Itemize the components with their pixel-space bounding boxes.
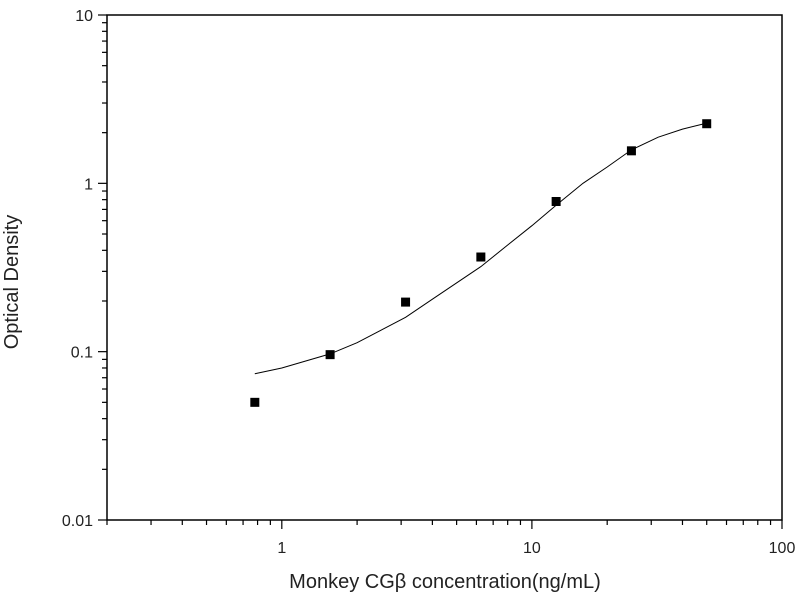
y-tick-label: 1	[84, 176, 93, 193]
y-tick-label: 0.1	[71, 345, 93, 362]
x-tick-label: 1	[277, 540, 286, 557]
y-tick-label: 10	[75, 8, 93, 25]
y-tick-label: 0.01	[62, 513, 93, 530]
data-point	[476, 252, 486, 262]
data-points	[250, 119, 712, 407]
axis-tick-labels: 1 10 100 0.01 0.1 1 10	[62, 8, 796, 557]
x-tick-label: 10	[523, 540, 541, 557]
axis-ticks	[98, 14, 783, 529]
data-point	[250, 397, 260, 407]
plot-frame	[106, 14, 783, 521]
data-point	[702, 119, 712, 129]
x-axis-label: Monkey CGβ concentration(ng/mL)	[289, 571, 601, 593]
data-point	[401, 297, 411, 307]
data-point	[551, 196, 561, 206]
x-tick-label: 100	[769, 540, 796, 557]
data-point	[325, 350, 335, 360]
data-point	[626, 146, 636, 156]
fit-curve	[254, 122, 707, 375]
y-axis-label: Optical Density	[1, 215, 23, 350]
